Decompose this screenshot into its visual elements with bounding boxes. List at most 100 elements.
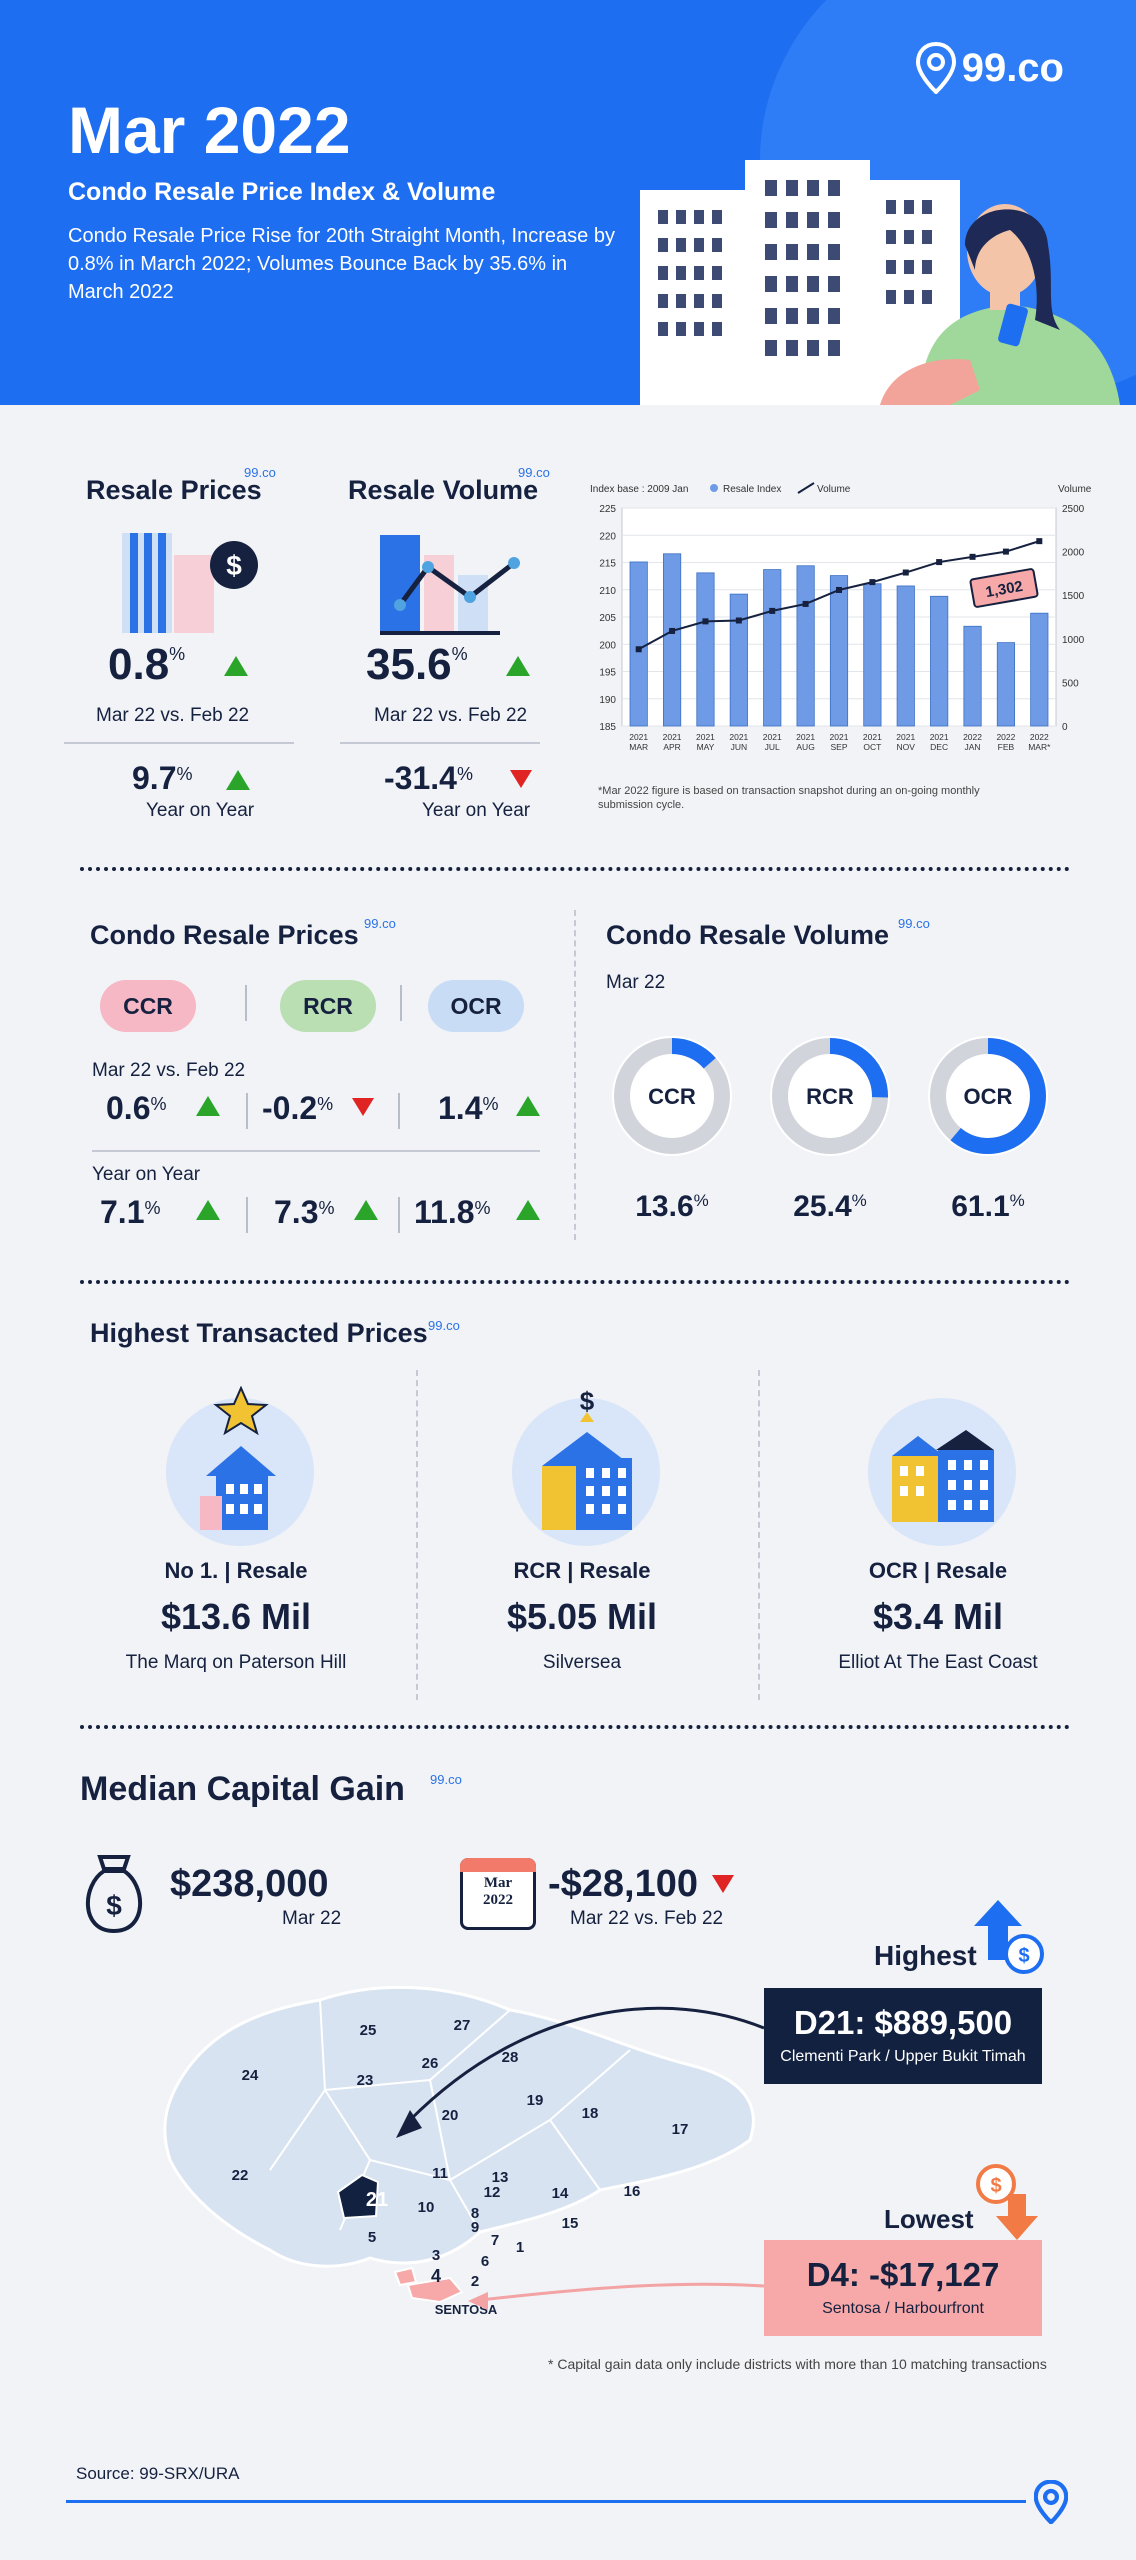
lowest-gain-value: D4: -$17,127 xyxy=(806,2256,1000,2293)
index-bar xyxy=(930,595,949,727)
ccr-pill: CCR xyxy=(100,980,196,1032)
volume-mom-label: Mar 22 vs. Feb 22 xyxy=(374,705,528,726)
up-arrow-icon xyxy=(516,1200,540,1220)
legend-label-index: Resale Index xyxy=(723,484,781,495)
x-tick-year: 2021 xyxy=(830,732,849,742)
svg-text:2: 2 xyxy=(471,2273,479,2290)
rcr-pill: RCR xyxy=(280,980,376,1032)
divider xyxy=(400,985,402,1021)
volume-point xyxy=(702,618,709,625)
svg-text:22: 22 xyxy=(232,2167,249,2184)
svg-text:21: 21 xyxy=(366,2189,388,2211)
dollar-building-icon: $ xyxy=(542,1386,632,1530)
arrow-down-dollar-icon: $ xyxy=(976,2164,1038,2240)
divider xyxy=(416,1370,418,1700)
x-tick-month: MAR* xyxy=(1028,742,1051,752)
svg-text:$: $ xyxy=(1018,1945,1029,1967)
prices-mom-label: Mar 22 vs. Feb 22 xyxy=(96,705,250,726)
header-banner: Mar 2022 Condo Resale Price Index & Volu… xyxy=(0,0,1136,405)
index-base-label: Index base : 2009 Jan xyxy=(590,484,688,495)
buildings-illustration xyxy=(640,160,960,405)
x-tick-year: 2021 xyxy=(696,732,715,742)
svg-text:11: 11 xyxy=(432,2165,448,2182)
volume-point xyxy=(1002,548,1009,555)
svg-text:26: 26 xyxy=(422,2055,439,2072)
volume-yoy-label: Year on Year xyxy=(422,800,531,821)
donut-value-label: 61.1% xyxy=(951,1190,1025,1223)
donut-slice-ccr xyxy=(614,1038,730,1154)
rcr-mom-value: -0.2% xyxy=(262,1090,334,1126)
volume-yoy-value: -31.4% xyxy=(384,760,473,796)
divider xyxy=(758,1370,760,1700)
highest-prices-title: Highest Transacted Prices xyxy=(90,1318,428,1348)
highest-ocr-head: OCR | Resale xyxy=(868,1558,1008,1583)
divider xyxy=(64,742,294,744)
up-arrow-icon xyxy=(516,1096,540,1116)
index-bar xyxy=(729,593,748,727)
x-tick-month: NOV xyxy=(897,742,916,752)
index-bar xyxy=(963,625,982,727)
resale-volume-title: Resale Volume xyxy=(348,475,539,505)
x-tick-year: 2021 xyxy=(796,732,815,742)
highest-rcr-name: Silversea xyxy=(542,1652,622,1673)
volume-point xyxy=(635,646,642,653)
index-bar xyxy=(896,585,915,727)
up-arrow-icon xyxy=(224,656,248,676)
prices-mom-value: 0.8% xyxy=(108,640,186,689)
y2-tick-label: 0 xyxy=(1062,722,1068,733)
divider xyxy=(398,1093,400,1129)
x-tick-month: JUN xyxy=(731,742,748,752)
svg-text:$: $ xyxy=(106,1890,122,1921)
svg-text:14: 14 xyxy=(552,2185,569,2202)
capital-gain-title: Median Capital Gain xyxy=(80,1770,405,1808)
index-bar xyxy=(1030,612,1049,727)
x-tick-month: JUL xyxy=(765,742,780,752)
svg-text:1: 1 xyxy=(516,2239,524,2256)
index-bar xyxy=(696,572,715,727)
donut-center-label: CCR xyxy=(648,1084,696,1109)
condo-resale-prices-title: Condo Resale Prices xyxy=(90,920,359,950)
up-arrow-icon xyxy=(226,770,250,790)
star-house-icon xyxy=(200,1386,276,1530)
x-tick-year: 2021 xyxy=(863,732,882,742)
ccr-yoy-value: 7.1% xyxy=(100,1194,161,1230)
y2-tick-label: 1000 xyxy=(1062,635,1085,646)
svg-text:4: 4 xyxy=(431,2266,441,2286)
annotation-tag: 1,302 xyxy=(969,568,1039,608)
y2-tick-label: 500 xyxy=(1062,678,1079,689)
capital-gain-footnote: * Capital gain data only include distric… xyxy=(548,2356,1047,2372)
highest-rcr-head: RCR | Resale xyxy=(513,1558,651,1583)
y2-tick-label: 2500 xyxy=(1062,504,1085,515)
donut-slice-ocr xyxy=(930,1038,1046,1154)
y-tick-label: 205 xyxy=(599,613,616,624)
highest-gain-box: D21: $889,500 Clementi Park / Upper Buki… xyxy=(764,1988,1042,2084)
y-tick-label: 185 xyxy=(599,722,616,733)
highest-gain-value: D21: $889,500 xyxy=(793,2004,1013,2041)
x-tick-month: MAR xyxy=(629,742,648,752)
x-tick-year: 2021 xyxy=(896,732,915,742)
divider xyxy=(574,910,576,1240)
brand-tag: 99.co xyxy=(244,465,276,480)
highest-gain-area: Clementi Park / Upper Bukit Timah xyxy=(780,2048,1026,2065)
x-tick-year: 2022 xyxy=(1030,732,1049,742)
x-tick-year: 2021 xyxy=(629,732,648,742)
condo-resale-volume-title: Condo Resale Volume xyxy=(606,920,890,950)
y2-axis-title: Volume xyxy=(1058,484,1092,495)
money-bag-icon: $ xyxy=(85,1855,143,1934)
svg-text:23: 23 xyxy=(357,2072,374,2089)
arrow-up-dollar-icon: $ xyxy=(974,1900,1044,1974)
divider xyxy=(340,742,540,744)
lowest-gain-area: Sentosa / Harbourfront xyxy=(822,2300,984,2317)
regional-volume-donuts: CCR 13.6% RCR 25.4% OCR 61.1% xyxy=(612,1036,1048,1223)
annotation-box xyxy=(969,568,1039,608)
x-tick-month: SEP xyxy=(830,742,847,752)
up-arrow-icon xyxy=(506,656,530,676)
brand-tag: 99.co xyxy=(428,1318,460,1333)
legend-marker-index xyxy=(710,484,718,492)
calendar-text: Mar 2022 xyxy=(483,1875,513,1908)
index-bar xyxy=(629,561,648,727)
brand-tag: 99.co xyxy=(430,1772,462,1787)
ccr-mom-value: 0.6% xyxy=(106,1090,167,1126)
svg-text:17: 17 xyxy=(672,2121,689,2138)
index-bar xyxy=(863,583,882,727)
